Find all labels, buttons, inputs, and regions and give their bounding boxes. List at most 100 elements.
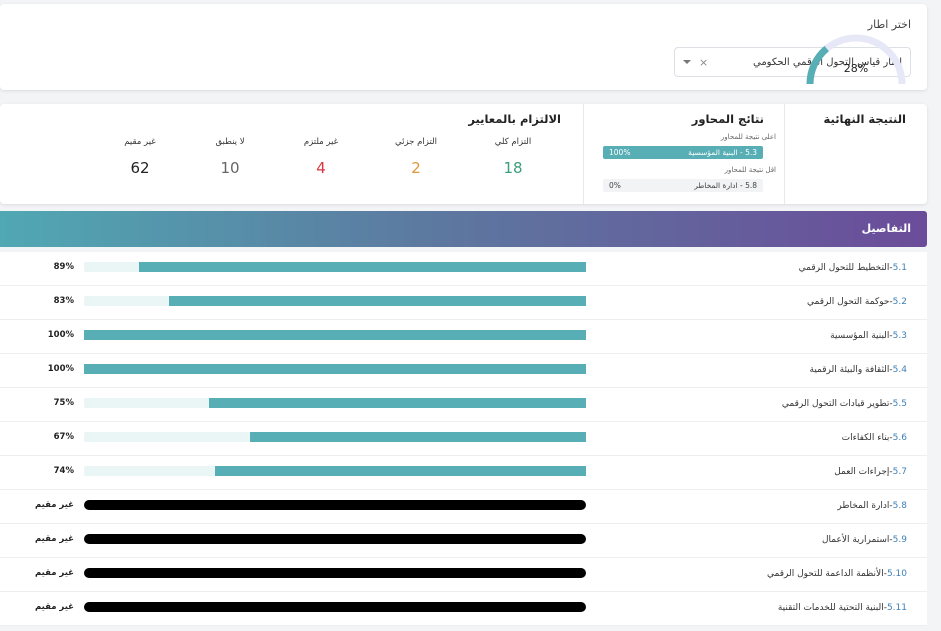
table-row: 75% 5.5-تطوير قيادات التحول الرقمي [0,388,927,422]
highest-axis-note: اعلى نتيجة للمحاور [720,133,776,141]
stat-label: التزام كلي [494,137,532,147]
framework-label: اختر اطار [867,18,911,31]
row-value: غير مقيم [34,500,74,510]
highest-axis-name: 5.3 - البنية المؤسسية [688,148,757,157]
stats-row: النتيجة النهائية نتائج المحاور الالتزام … [0,104,927,204]
row-progress-track [84,534,586,544]
row-label: 5.5-تطوير قيادات التحول الرقمي [782,399,907,409]
stat-value: 18 [503,159,523,177]
table-row: غير مقيم 5.8-ادارة المخاطر [0,490,927,524]
row-name: -بناء الكفاءات [841,433,893,443]
table-row: 100% 5.4-الثقافة والبيئة الرقمية [0,354,927,388]
row-value: 100% [47,330,74,340]
row-value: غير مقيم [34,568,74,578]
framework-select[interactable]: إطار قياس التحول الرقمي الحكومي × [674,47,911,77]
table-row: غير مقيم 5.10-الأنظمة الداعمة للتحول الرق… [0,558,927,592]
framework-card: اختر اطار إطار قياس التحول الرقمي الحكوم… [0,4,927,90]
row-progress-track [84,262,586,272]
row-value: 89% [53,262,74,272]
stat-label: غير ملتزم [303,137,339,147]
row-name: -البنية التحتية للخدمات التقنية [777,603,887,613]
row-code: 5.2 [892,297,907,307]
row-progress-fill [250,432,586,442]
stat-value: 4 [316,159,326,177]
row-value: 100% [47,364,74,374]
row-code: 5.10 [886,569,907,579]
divider [784,104,785,204]
row-name: -التخطيط للتحول الرقمي [798,263,893,273]
row-label: 5.7-إجراءات العمل [834,467,907,477]
row-name: -البنية المؤسسية [830,331,893,341]
lowest-axis-note: اقل نتيجة للمحاور [724,166,776,174]
row-label: 5.10-الأنظمة الداعمة للتحول الرقمي [767,569,907,579]
row-progress-track [84,398,586,408]
row-name: -استمرارية الأعمال [821,535,893,545]
framework-select-value: إطار قياس التحول الرقمي الحكومي [752,56,902,68]
compliance-title: الالتزام بالمعايير [468,112,561,126]
final-result-value: 28% [843,62,869,75]
highest-axis-value: 100% [609,148,631,157]
row-label: 5.8-ادارة المخاطر [837,501,907,511]
row-code: 5.11 [886,603,907,613]
row-value: 83% [53,296,74,306]
row-code: 5.1 [892,263,907,273]
final-result-title: النتيجة النهائية [823,112,906,126]
table-row: غير مقيم 5.9-استمرارية الأعمال [0,524,927,558]
row-label: 5.9-استمرارية الأعمال [822,535,907,545]
row-code: 5.5 [892,399,907,409]
row-progress-fill [215,466,586,476]
row-label: 5.2-حوكمة التحول الرقمي [807,297,907,307]
table-row: 83% 5.2-حوكمة التحول الرقمي [0,286,927,320]
row-name: -الثقافة والبيئة الرقمية [809,365,893,375]
row-value: غير مقيم [34,602,74,612]
stat-non-compliant: غير ملتزم 4 [286,137,356,177]
lowest-axis-name: 5.8 - ادارة المخاطر [694,181,757,190]
row-progress-track [84,364,586,374]
row-label: 5.1-التخطيط للتحول الرقمي [799,263,907,273]
row-progress-track [84,602,586,612]
chevron-down-icon[interactable] [683,60,691,64]
gauge-track [806,34,906,85]
details-header: التفاصيل [0,211,927,247]
row-progress-fill [169,296,586,306]
row-code: 5.7 [892,467,907,477]
table-row: 100% 5.3-البنية المؤسسية [0,320,927,354]
row-label: 5.6-بناء الكفاءات [842,433,907,443]
row-label: 5.3-البنية المؤسسية [830,331,907,341]
row-progress-track [84,466,586,476]
lowest-axis-value: 0% [609,181,621,190]
stat-label: التزام جزئي [395,137,437,147]
row-progress-track [84,330,586,340]
row-progress-track [84,568,586,578]
table-row: 74% 5.7-إجراءات العمل [0,456,927,490]
row-code: 5.3 [892,331,907,341]
row-progress-fill [84,364,586,374]
row-progress-fill [139,262,586,272]
row-progress-track [84,432,586,442]
row-label: 5.11-البنية التحتية للخدمات التقنية [778,603,907,613]
row-progress-fill [209,398,586,408]
table-row: 89% 5.1-التخطيط للتحول الرقمي [0,252,927,286]
row-code: 5.9 [892,535,907,545]
row-name: -الأنظمة الداعمة للتحول الرقمي [767,569,887,579]
stat-label: غير مقيم [124,137,156,147]
stat-value: 2 [411,159,421,177]
row-name: -إجراءات العمل [834,467,893,477]
result-gauge [806,34,906,85]
divider [583,104,584,204]
row-name: -حوكمة التحول الرقمي [807,297,893,307]
stat-value: 62 [130,159,150,177]
stat-full-compliance: التزام كلي 18 [478,137,548,177]
axes-results-title: نتائج المحاور [691,112,764,126]
row-label: 5.4-الثقافة والبيئة الرقمية [810,365,908,375]
row-value: 67% [53,432,74,442]
stat-not-assessed: غير مقيم 62 [105,137,175,177]
table-row: غير مقيم 5.11-البنية التحتية للخدمات التق… [0,592,927,626]
row-value: غير مقيم [34,534,74,544]
details-title: التفاصيل [861,222,911,235]
clear-icon[interactable]: × [699,55,709,69]
row-value: 75% [53,398,74,408]
highest-axis-bar: 100% 5.3 - البنية المؤسسية [603,146,763,159]
row-code: 5.8 [892,501,907,511]
stat-value: 10 [220,159,240,177]
